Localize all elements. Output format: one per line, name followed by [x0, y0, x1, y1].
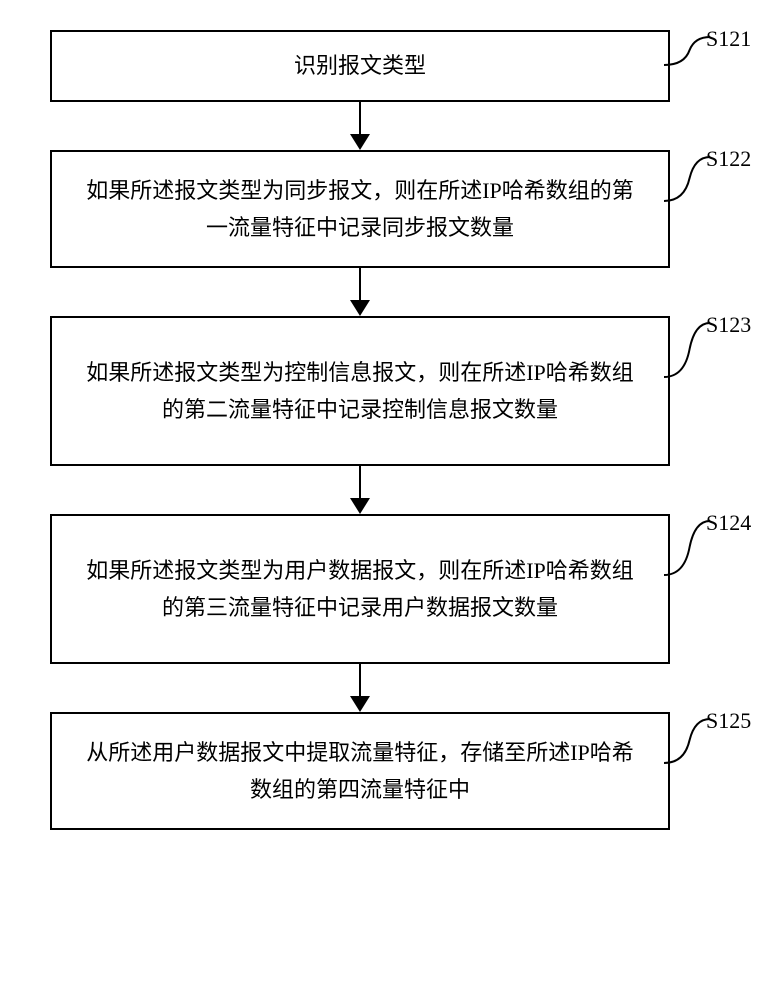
flow-step: 如果所述报文类型为同步报文，则在所述IP哈希数组的第一流量特征中记录同步报文数量… [50, 150, 730, 268]
flow-step: 识别报文类型S121 [50, 30, 730, 102]
arrow-down [50, 102, 670, 150]
flow-box: 识别报文类型 [50, 30, 670, 102]
flow-box-text: 如果所述报文类型为控制信息报文，则在所述IP哈希数组的第二流量特征中记录控制信息… [82, 354, 638, 429]
step-label: S121 [706, 26, 751, 52]
flow-box-text: 从所述用户数据报文中提取流量特征，存储至所述IP哈希数组的第四流量特征中 [82, 734, 638, 809]
flow-box: 如果所述报文类型为用户数据报文，则在所述IP哈希数组的第三流量特征中记录用户数据… [50, 514, 670, 664]
arrow-down [50, 268, 670, 316]
flow-step: 如果所述报文类型为用户数据报文，则在所述IP哈希数组的第三流量特征中记录用户数据… [50, 514, 730, 664]
step-label: S122 [706, 146, 751, 172]
flow-step: 从所述用户数据报文中提取流量特征，存储至所述IP哈希数组的第四流量特征中S125 [50, 712, 730, 830]
arrow-down [50, 664, 670, 712]
flow-box-text: 如果所述报文类型为同步报文，则在所述IP哈希数组的第一流量特征中记录同步报文数量 [82, 172, 638, 247]
flow-box: 如果所述报文类型为控制信息报文，则在所述IP哈希数组的第二流量特征中记录控制信息… [50, 316, 670, 466]
step-label: S124 [706, 510, 751, 536]
step-label: S123 [706, 312, 751, 338]
flow-step: 如果所述报文类型为控制信息报文，则在所述IP哈希数组的第二流量特征中记录控制信息… [50, 316, 730, 466]
step-label: S125 [706, 708, 751, 734]
flow-box: 从所述用户数据报文中提取流量特征，存储至所述IP哈希数组的第四流量特征中 [50, 712, 670, 830]
flow-box: 如果所述报文类型为同步报文，则在所述IP哈希数组的第一流量特征中记录同步报文数量 [50, 150, 670, 268]
flow-box-text: 如果所述报文类型为用户数据报文，则在所述IP哈希数组的第三流量特征中记录用户数据… [82, 552, 638, 627]
flowchart-container: 识别报文类型S121 如果所述报文类型为同步报文，则在所述IP哈希数组的第一流量特… [50, 30, 730, 830]
flow-box-text: 识别报文类型 [294, 47, 426, 84]
arrow-down [50, 466, 670, 514]
